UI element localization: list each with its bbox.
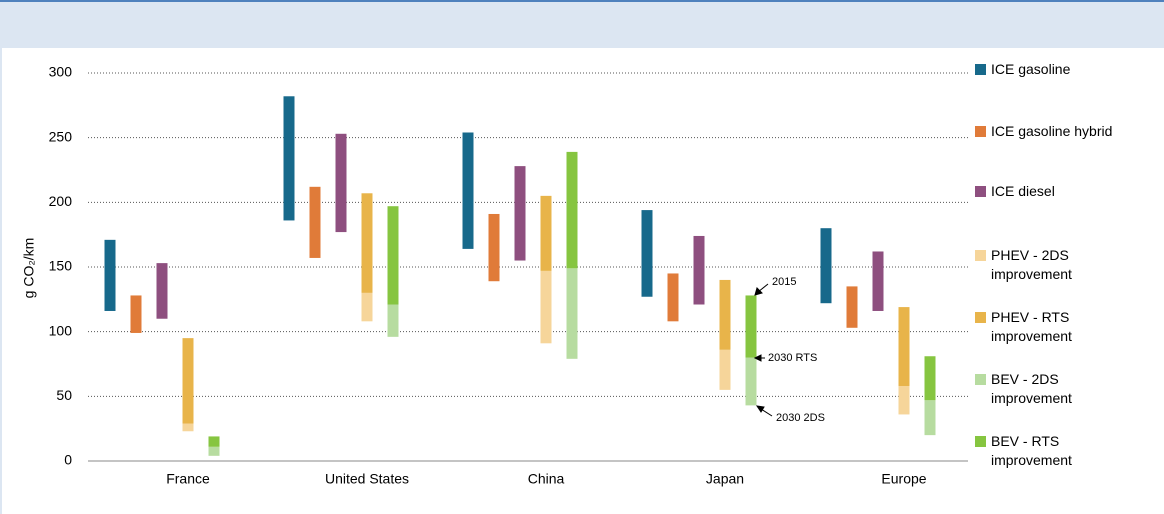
bar xyxy=(872,251,884,311)
annotation: 2030 2DS xyxy=(776,412,825,424)
bar xyxy=(462,132,474,249)
bar xyxy=(924,400,936,436)
legend-swatch xyxy=(975,250,986,261)
bar xyxy=(387,206,399,305)
legend-label: PHEV - 2DS improvement xyxy=(991,247,1072,282)
legend-swatch xyxy=(975,374,986,385)
bar xyxy=(104,239,116,311)
bar xyxy=(924,356,936,401)
x-tick-label: United States xyxy=(325,471,409,487)
bar xyxy=(540,270,552,344)
legend-swatch xyxy=(975,126,986,137)
y-tick-label: 200 xyxy=(49,193,73,209)
bar xyxy=(719,279,731,350)
x-tick-label: Japan xyxy=(706,471,744,487)
bar xyxy=(820,228,832,304)
bar xyxy=(745,357,757,406)
bar xyxy=(566,151,578,269)
annotation-arrows xyxy=(753,283,773,417)
bar xyxy=(514,166,526,261)
x-tick-label: Europe xyxy=(881,471,926,487)
bar xyxy=(488,213,500,282)
bar xyxy=(719,349,731,390)
y-tick-label: 0 xyxy=(64,452,72,468)
legend-swatch xyxy=(975,186,986,197)
legend-label: ICE gasoline xyxy=(991,61,1071,77)
bar xyxy=(208,446,220,456)
bar xyxy=(667,273,679,322)
bar xyxy=(641,210,653,297)
bar xyxy=(309,186,321,258)
bar xyxy=(898,385,910,415)
annotation: 2015 xyxy=(772,276,796,288)
bar xyxy=(540,195,552,271)
bar xyxy=(387,304,399,337)
y-tick-label: 150 xyxy=(49,258,73,274)
legend-swatch xyxy=(975,312,986,323)
legend-label: BEV - RTS improvement xyxy=(991,433,1072,468)
bar xyxy=(361,193,373,293)
bar xyxy=(693,235,705,305)
bar xyxy=(335,133,347,233)
bar xyxy=(745,295,757,358)
y-tick-label: 300 xyxy=(49,64,73,80)
legend-label: ICE diesel xyxy=(991,183,1055,199)
annotation: 2030 RTS xyxy=(768,352,817,364)
bar xyxy=(361,292,373,322)
bar xyxy=(566,268,578,359)
x-tick-label: France xyxy=(166,471,210,487)
bar xyxy=(130,295,142,333)
bar xyxy=(898,307,910,386)
x-tick-label: China xyxy=(528,471,565,487)
y-tick-label: 100 xyxy=(49,322,73,338)
legend-label: PHEV - RTS improvement xyxy=(991,309,1072,344)
bar xyxy=(182,338,194,424)
y-axis-label: g CO₂/km xyxy=(21,238,37,299)
y-tick-label: 250 xyxy=(49,128,73,144)
bar xyxy=(156,263,168,319)
legend-swatch xyxy=(975,436,986,447)
legend-label: BEV - 2DS improvement xyxy=(991,371,1072,406)
bar xyxy=(283,96,295,221)
bar xyxy=(846,286,858,328)
bar xyxy=(182,423,194,432)
chart-frame xyxy=(0,48,1164,514)
y-tick-label: 50 xyxy=(56,387,72,403)
header-band xyxy=(0,0,1164,48)
bar xyxy=(208,436,220,447)
legend-swatch xyxy=(975,64,986,75)
legend-label: ICE gasoline hybrid xyxy=(991,123,1113,139)
